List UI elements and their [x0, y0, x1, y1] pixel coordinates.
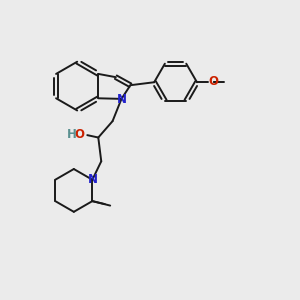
Text: O: O [208, 75, 218, 88]
Text: N: N [117, 93, 127, 106]
Text: H: H [66, 128, 76, 141]
Text: N: N [88, 173, 98, 186]
Text: O: O [75, 128, 85, 141]
